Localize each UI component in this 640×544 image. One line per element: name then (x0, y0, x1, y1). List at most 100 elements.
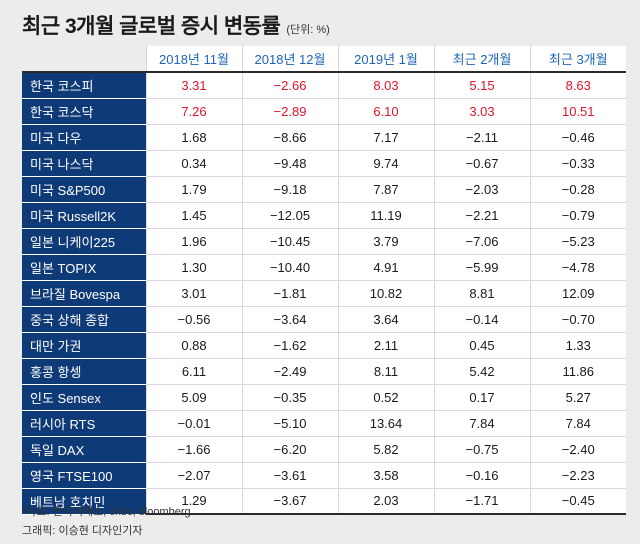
value-cell: −2.40 (529, 436, 626, 463)
value-cell: −10.40 (241, 254, 338, 281)
value-cell: −5.10 (241, 410, 338, 437)
unit-label: (단위: %) (286, 24, 330, 36)
value-cell: −12.05 (241, 202, 338, 229)
value-cell: 3.31 (145, 72, 242, 99)
value-cell: 7.17 (337, 124, 434, 151)
column-header: 최근 3개월 (529, 46, 626, 73)
value-cell: −2.11 (433, 124, 530, 151)
value-cell: 2.11 (337, 332, 434, 359)
value-cell: −2.89 (241, 98, 338, 125)
value-cell: −1.62 (241, 332, 338, 359)
value-cell: 7.84 (433, 410, 530, 437)
row-label: 러시아 RTS (22, 410, 146, 437)
row-label: 일본 니케이225 (22, 228, 146, 255)
table-row: 미국 S&P500 1.79 −9.18 7.87 −2.03 −0.28 (22, 176, 626, 203)
value-cell: 10.51 (529, 98, 626, 125)
row-label: 베트남 호치민 (22, 488, 146, 515)
value-cell: 10.82 (337, 280, 434, 307)
table-row: 미국 나스닥 0.34 −9.48 9.74 −0.67 −0.33 (22, 150, 626, 177)
value-cell: 1.45 (145, 202, 242, 229)
value-cell: 8.81 (433, 280, 530, 307)
value-cell: 1.29 (145, 488, 242, 515)
value-cell: −0.46 (529, 124, 626, 151)
title-row: 최근 3개월 글로벌 증시 변동률 (단위: %) (22, 10, 330, 40)
value-cell: −0.14 (433, 306, 530, 333)
value-cell: −2.21 (433, 202, 530, 229)
header-corner (22, 46, 146, 73)
table-row: 브라질 Bovespa 3.01 −1.81 10.82 8.81 12.09 (22, 280, 626, 307)
value-cell: 1.30 (145, 254, 242, 281)
value-cell: 4.91 (337, 254, 434, 281)
value-cell: 7.26 (145, 98, 242, 125)
table-row: 베트남 호치민 1.29 −3.67 2.03 −1.71 −0.45 (22, 488, 626, 515)
value-cell: 3.79 (337, 228, 434, 255)
value-cell: −2.23 (529, 462, 626, 489)
value-cell: −10.45 (241, 228, 338, 255)
value-cell: −3.61 (241, 462, 338, 489)
header-row: 2018년 11월 2018년 12월 2019년 1월 최근 2개월 최근 3… (22, 46, 626, 73)
table-row: 대만 가권 0.88 −1.62 2.11 0.45 1.33 (22, 332, 626, 359)
value-cell: −5.23 (529, 228, 626, 255)
value-cell: 2.03 (337, 488, 434, 515)
value-cell: −1.66 (145, 436, 242, 463)
value-cell: −0.28 (529, 176, 626, 203)
row-label: 미국 나스닥 (22, 150, 146, 177)
column-header: 2019년 1월 (337, 46, 434, 73)
value-cell: −6.20 (241, 436, 338, 463)
value-cell: −0.01 (145, 410, 242, 437)
value-cell: 3.03 (433, 98, 530, 125)
row-label: 미국 다우 (22, 124, 146, 151)
row-label: 중국 상해 종합 (22, 306, 146, 333)
value-cell: −3.67 (241, 488, 338, 515)
table-row: 독일 DAX −1.66 −6.20 5.82 −0.75 −2.40 (22, 436, 626, 463)
table-row: 일본 니케이225 1.96 −10.45 3.79 −7.06 −5.23 (22, 228, 626, 255)
value-cell: 5.42 (433, 358, 530, 385)
table-row: 일본 TOPIX 1.30 −10.40 4.91 −5.99 −4.78 (22, 254, 626, 281)
value-cell: 1.68 (145, 124, 242, 151)
value-cell: 5.15 (433, 72, 530, 99)
value-cell: −0.45 (529, 488, 626, 515)
value-cell: 11.19 (337, 202, 434, 229)
table-row: 인도 Sensex 5.09 −0.35 0.52 0.17 5.27 (22, 384, 626, 411)
value-cell: −1.71 (433, 488, 530, 515)
column-header: 최근 2개월 (433, 46, 530, 73)
table-row: 영국 FTSE100 −2.07 −3.61 3.58 −0.16 −2.23 (22, 462, 626, 489)
row-label: 미국 Russell2K (22, 202, 146, 229)
row-label: 대만 가권 (22, 332, 146, 359)
value-cell: 7.87 (337, 176, 434, 203)
value-cell: −9.48 (241, 150, 338, 177)
table-row: 미국 다우 1.68 −8.66 7.17 −2.11 −0.46 (22, 124, 626, 151)
graphic-credit: 그래픽: 이승현 디자인기자 (22, 525, 143, 537)
value-cell: 5.82 (337, 436, 434, 463)
table-body: 한국 코스피 3.31 −2.66 8.03 5.15 8.63 한국 코스닥 7.26 −2.… (22, 72, 626, 515)
value-cell: 0.34 (145, 150, 242, 177)
value-cell: −7.06 (433, 228, 530, 255)
value-cell: −0.67 (433, 150, 530, 177)
value-cell: −9.18 (241, 176, 338, 203)
value-cell: −0.79 (529, 202, 626, 229)
row-label: 한국 코스닥 (22, 98, 146, 125)
table-row: 중국 상해 종합 −0.56 −3.64 3.64 −0.14 −0.70 (22, 306, 626, 333)
value-cell: −8.66 (241, 124, 338, 151)
value-cell: −2.49 (241, 358, 338, 385)
value-cell: −1.81 (241, 280, 338, 307)
value-cell: −0.35 (241, 384, 338, 411)
value-cell: 5.09 (145, 384, 242, 411)
row-label: 인도 Sensex (22, 384, 146, 411)
value-cell: 7.84 (529, 410, 626, 437)
row-label: 일본 TOPIX (22, 254, 146, 281)
index-change-table: 2018년 11월 2018년 12월 2019년 1월 최근 2개월 최근 3… (22, 46, 626, 515)
column-header: 2018년 11월 (145, 46, 242, 73)
value-cell: 1.33 (529, 332, 626, 359)
value-cell: 5.27 (529, 384, 626, 411)
value-cell: −5.99 (433, 254, 530, 281)
value-cell: −0.33 (529, 150, 626, 177)
value-cell: 12.09 (529, 280, 626, 307)
chart-title: 최근 3개월 글로벌 증시 변동률 (22, 15, 281, 38)
value-cell: −0.56 (145, 306, 242, 333)
value-cell: 0.52 (337, 384, 434, 411)
value-cell: 6.11 (145, 358, 242, 385)
value-cell: 1.96 (145, 228, 242, 255)
table-row: 한국 코스닥 7.26 −2.89 6.10 3.03 10.51 (22, 98, 626, 125)
value-cell: −2.03 (433, 176, 530, 203)
